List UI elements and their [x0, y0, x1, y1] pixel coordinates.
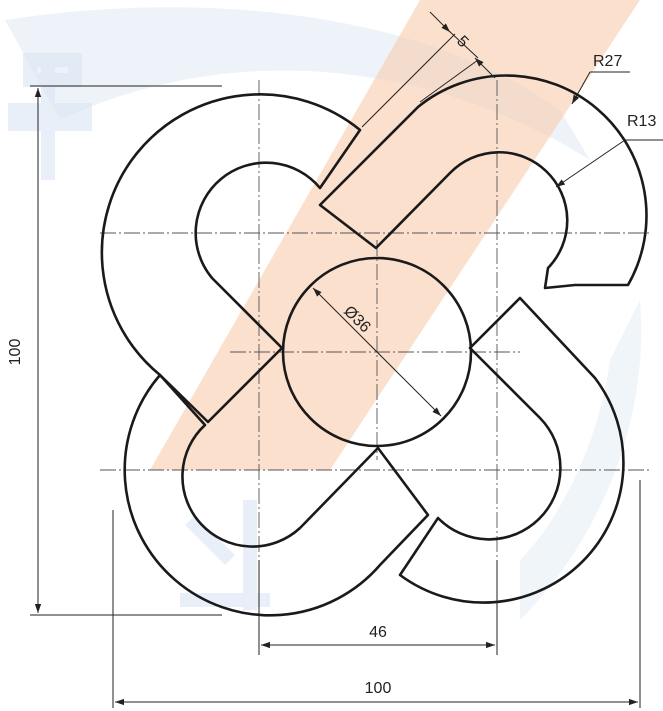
- part-outline: [100, 74, 648, 617]
- dim-overall-width: 100: [112, 480, 641, 708]
- dim-r27-label: R27: [593, 53, 622, 70]
- dim-radius-outer: R27: [571, 53, 630, 105]
- dim-radius-inner: R13: [555, 113, 663, 188]
- dim-height-label: 100: [7, 339, 24, 366]
- center-circle: [281, 256, 473, 448]
- watermark: [5, 0, 642, 620]
- hook-top-left: [100, 93, 362, 424]
- dim-spacing-label: 46: [369, 624, 387, 641]
- hook-top-right: [318, 74, 648, 290]
- dim-center-spacing: 46: [258, 560, 498, 655]
- hook-bottom-right: [398, 296, 625, 604]
- dim-overall-height: 100: [7, 85, 222, 616]
- hook-bottom-left: [123, 373, 430, 617]
- dim-width-label: 100: [365, 680, 392, 697]
- dim-r13-label: R13: [627, 113, 656, 130]
